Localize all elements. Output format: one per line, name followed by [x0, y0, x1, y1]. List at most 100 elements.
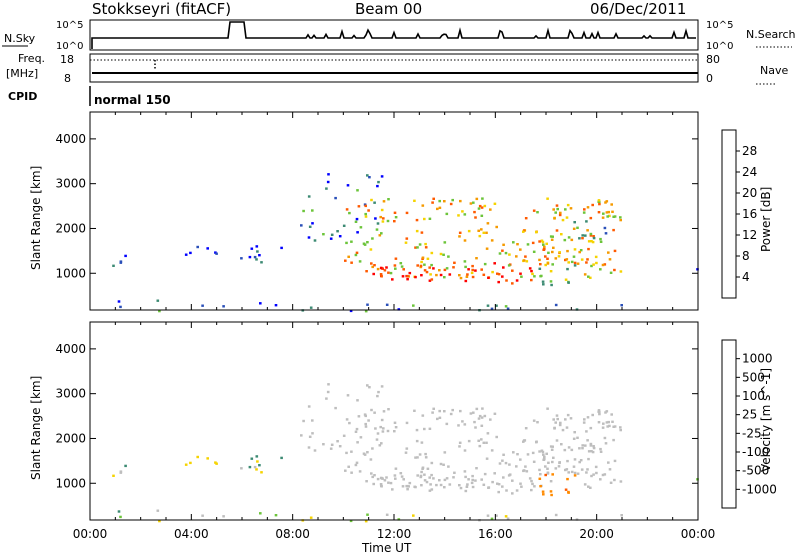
heatmap-cell: [489, 418, 492, 421]
heatmap-cell: [567, 471, 570, 474]
heatmap-cell: [606, 425, 609, 428]
heatmap-cell: [515, 465, 518, 468]
heatmap-cell: [258, 254, 261, 257]
heatmap-cell: [592, 235, 595, 238]
heatmap-cell: [567, 281, 570, 284]
heatmap-cell: [579, 459, 583, 462]
heatmap-cell: [554, 513, 558, 517]
heatmap-cell: [365, 270, 368, 273]
heatmap-cell: [206, 247, 209, 250]
heatmap-cell: [117, 510, 121, 513]
heatmap-cell: [309, 516, 313, 519]
heatmap-cell: [526, 453, 530, 456]
heatmap-cell: [538, 240, 541, 243]
heatmap-cell: [543, 458, 546, 461]
heatmap-cell: [124, 254, 127, 258]
heatmap-cell: [564, 258, 567, 262]
heatmap-cell: [429, 483, 432, 486]
heatmap-cell: [158, 519, 161, 523]
heatmap-cell: [489, 208, 492, 211]
heatmap-cell: [591, 240, 595, 244]
heatmap-cell: [256, 460, 259, 463]
heatmap-cell: [404, 241, 408, 244]
heatmap-cell: [338, 235, 342, 238]
heatmap-cell: [589, 442, 593, 446]
heatmap-cell: [478, 414, 482, 418]
heatmap-cell: [189, 461, 192, 465]
heatmap-cell: [496, 272, 499, 275]
heatmap-cell: [520, 275, 523, 278]
heatmap-cell: [582, 211, 586, 214]
heatmap-cell: [528, 477, 532, 480]
heatmap-cell: [480, 214, 484, 217]
heatmap-cell: [445, 212, 449, 216]
heatmap-cell: [364, 212, 367, 216]
heatmap-cell: [578, 250, 581, 254]
heatmap-cell: [406, 275, 409, 278]
heatmap-cell: [604, 442, 608, 445]
heatmap-cell: [309, 306, 313, 309]
heatmap-cell: [424, 456, 428, 459]
heatmap-cell: [546, 467, 549, 470]
heatmap-cell: [367, 419, 370, 422]
heatmap-cell: [602, 422, 605, 425]
heatmap-cell: [590, 474, 593, 478]
heatmap-cell: [376, 394, 379, 398]
heatmap-cell: [356, 231, 359, 234]
heatmap-cell: [555, 229, 559, 232]
heatmap-cell: [473, 420, 476, 424]
heatmap-cell: [358, 470, 362, 473]
heatmap-cell: [423, 269, 427, 272]
heatmap-cell: [413, 199, 416, 202]
xtick-label: 04:00: [174, 527, 209, 541]
heatmap-cell: [307, 405, 311, 408]
heatmap-cell: [480, 228, 483, 231]
heatmap-cell: [522, 259, 526, 262]
heatmap-cell: [373, 474, 376, 477]
heatmap-cell: [591, 450, 595, 454]
heatmap-cell: [364, 425, 368, 428]
heatmap-cell: [348, 421, 351, 425]
heatmap-cell: [532, 250, 536, 253]
heatmap-cell: [493, 262, 496, 265]
heatmap-cell: [498, 462, 502, 465]
heatmap-cell: [545, 452, 548, 455]
heatmap-cell: [589, 426, 593, 430]
heatmap-cell: [432, 267, 435, 270]
heatmap-cell: [465, 485, 469, 488]
heatmap-cell: [345, 418, 349, 421]
heatmap-cell: [477, 417, 481, 420]
heatmap-cell: [240, 467, 243, 470]
heatmap-cell: [524, 255, 527, 258]
time-axis: 00:00 04:00 08:00 12:00 16:00 20:00 00:00: [73, 527, 716, 541]
velocity-colorbar: 1000 500 100 25 -25 -100 -500 -1000: [721, 339, 777, 509]
time-axis-label: Time UT: [361, 541, 412, 554]
heatmap-cell: [119, 305, 122, 309]
heatmap-cell: [414, 275, 417, 279]
heatmap-cell: [379, 215, 382, 219]
heatmap-cell: [385, 303, 389, 306]
heatmap-cell: [516, 453, 519, 456]
heatmap-cell: [584, 234, 587, 237]
heatmap-cell: [474, 216, 477, 219]
power-panel: 1000 2000 3000 4000 Slant Range [km] 4 8 12 16…: [29, 111, 773, 313]
heatmap-cell: [573, 248, 577, 251]
heatmap-cell: [483, 414, 487, 418]
heatmap-cell: [459, 409, 462, 413]
heatmap-cell: [601, 216, 605, 219]
heatmap-cell: [497, 490, 500, 494]
heatmap-cell: [255, 245, 259, 248]
heatmap-cell: [448, 273, 452, 276]
heatmap-cell: [585, 471, 588, 474]
heatmap-cell: [420, 274, 423, 277]
heatmap-cell: [366, 384, 369, 387]
heatmap-cell: [342, 434, 346, 437]
heatmap-cell: [608, 214, 611, 218]
heatmap-cell: [367, 209, 370, 212]
heatmap-cell: [495, 435, 498, 439]
freq-tick-bottom: 8: [64, 72, 71, 85]
heatmap-cell: [478, 204, 482, 208]
heatmap-cell: [405, 447, 409, 450]
heatmap-cell: [357, 415, 361, 418]
heatmap-cell: [520, 485, 523, 488]
